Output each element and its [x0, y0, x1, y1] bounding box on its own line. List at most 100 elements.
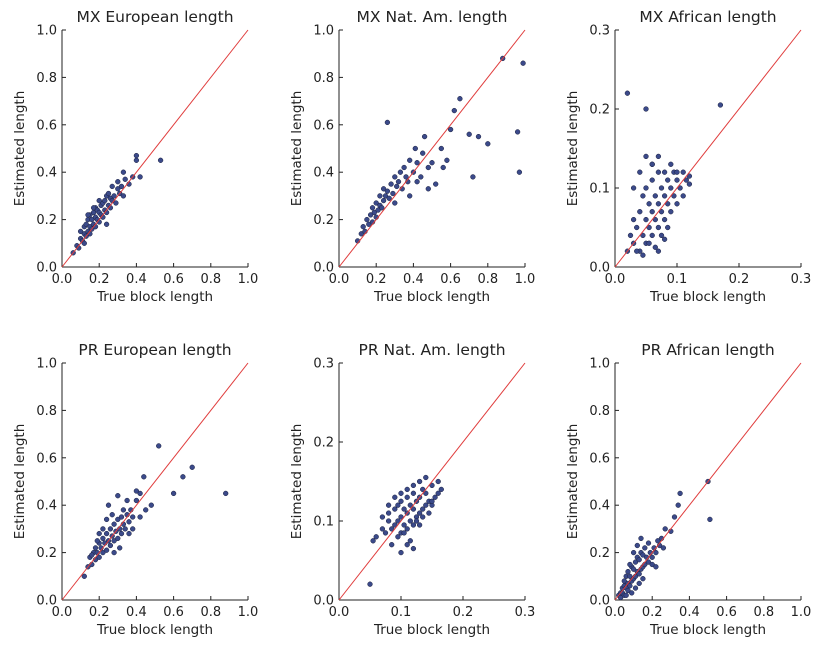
- y-axis-label: Estimated length: [12, 91, 28, 207]
- scatter-point: [640, 232, 646, 239]
- x-tick-label: 0.3: [791, 272, 812, 287]
- scatter-point: [398, 490, 404, 496]
- y-tick-label: 1.0: [36, 357, 57, 372]
- x-tick-label: 0.0: [329, 272, 350, 287]
- scatter-point: [420, 514, 426, 520]
- scatter-point: [392, 522, 398, 528]
- y-tick-label: 0.2: [589, 546, 610, 561]
- scatter-point: [438, 486, 444, 493]
- scatter-point: [655, 153, 662, 160]
- x-tick-label: 1.0: [238, 272, 259, 287]
- scatter-point: [630, 549, 637, 556]
- y-tick-label: 0.0: [36, 594, 57, 609]
- scatter-point: [649, 161, 655, 167]
- scatter-point: [475, 133, 482, 140]
- scatter-point: [623, 592, 629, 598]
- scatter-point: [661, 169, 668, 175]
- scatter-point: [392, 494, 398, 500]
- scatter-point: [100, 549, 106, 556]
- y-tick-label: 0.2: [589, 103, 610, 118]
- scatter-point: [103, 547, 110, 553]
- y-tick-label: 1.0: [589, 357, 610, 372]
- x-axis-label: True block length: [649, 622, 766, 638]
- x-axis-label: True block length: [373, 289, 490, 305]
- y-tick-label: 0.6: [36, 118, 57, 133]
- scatter-point: [407, 157, 413, 163]
- subplot-4: PR European length 0.0 0.2 0.4 0.6 0.8 1.0 0.0 0…: [12, 341, 258, 638]
- y-tick-label: 0.1: [589, 182, 610, 197]
- scatter-point: [429, 482, 435, 489]
- scatter-point: [640, 576, 646, 582]
- x-axis-label: True block length: [649, 289, 766, 305]
- scatter-point: [640, 252, 646, 258]
- y-tick-label: 0.8: [36, 71, 57, 86]
- scatter-point: [385, 502, 392, 508]
- scatter-point: [662, 526, 668, 532]
- scatter-point: [77, 228, 84, 235]
- scatter-point: [137, 174, 143, 180]
- scatter-point: [111, 538, 117, 544]
- scatter-point: [117, 545, 123, 551]
- scatter-point: [377, 193, 383, 199]
- scatter-point: [115, 535, 121, 542]
- scatter-point: [637, 209, 643, 215]
- scatter-point: [420, 150, 426, 156]
- scatter-point: [646, 240, 652, 246]
- scatter-point: [143, 507, 149, 513]
- scatter-point: [115, 493, 121, 499]
- scatter-point: [118, 514, 125, 520]
- scatter-point: [109, 512, 115, 518]
- scatter-point: [645, 540, 652, 546]
- scatter-point: [380, 197, 387, 204]
- y-tick-label: 0.6: [313, 118, 334, 133]
- scatter-point: [364, 216, 370, 223]
- scatter-point: [133, 497, 140, 504]
- scatter-point: [655, 201, 662, 207]
- scatter-point: [429, 160, 435, 166]
- scatter-point: [389, 526, 395, 532]
- scatter-point: [680, 193, 686, 199]
- scatter-point: [429, 498, 435, 504]
- scatter-point: [410, 490, 417, 496]
- scatter-point: [403, 174, 409, 180]
- y-tick-label: 1.0: [36, 24, 57, 39]
- scatter-point: [457, 96, 463, 102]
- scatter-point: [661, 236, 668, 242]
- scatter-point: [655, 538, 661, 544]
- scatter-point: [665, 224, 671, 231]
- scatter-point: [111, 193, 117, 199]
- x-tick-label: 0.8: [200, 605, 221, 620]
- y-tick-label: 0.4: [36, 499, 57, 514]
- y-tick-label: 0.3: [313, 357, 334, 372]
- subplot-title: PR European length: [78, 341, 231, 359]
- y-tick-label: 0.3: [589, 24, 610, 39]
- scatter-point: [677, 490, 683, 497]
- scatter-point: [652, 193, 658, 199]
- scatter-point: [634, 224, 640, 231]
- scatter-point: [451, 107, 457, 114]
- scatter-point: [83, 221, 89, 227]
- scatter-point: [655, 169, 662, 175]
- scatter-point: [627, 583, 633, 589]
- y-axis-label: Estimated length: [12, 424, 28, 540]
- scatter-point: [668, 161, 674, 167]
- scatter-point: [156, 443, 162, 449]
- scatter-point: [130, 526, 136, 532]
- scatter-point: [401, 506, 407, 512]
- scatter-point: [107, 542, 114, 549]
- scatter-point: [649, 209, 655, 215]
- scatter-point: [634, 542, 640, 549]
- x-tick-label: 0.1: [391, 605, 412, 620]
- scatter-point: [630, 185, 637, 191]
- scatter-point: [360, 224, 366, 230]
- x-tick-label: 0.2: [89, 605, 110, 620]
- scatter-point: [426, 510, 432, 516]
- scatter-point: [638, 535, 644, 542]
- y-tick-label: 0.6: [36, 451, 57, 466]
- scatter-point: [404, 494, 410, 500]
- scatter-point: [420, 486, 426, 493]
- scatter-point: [646, 224, 652, 231]
- scatter-point: [384, 119, 391, 126]
- scatter-point: [661, 216, 668, 223]
- scatter-point: [100, 526, 106, 532]
